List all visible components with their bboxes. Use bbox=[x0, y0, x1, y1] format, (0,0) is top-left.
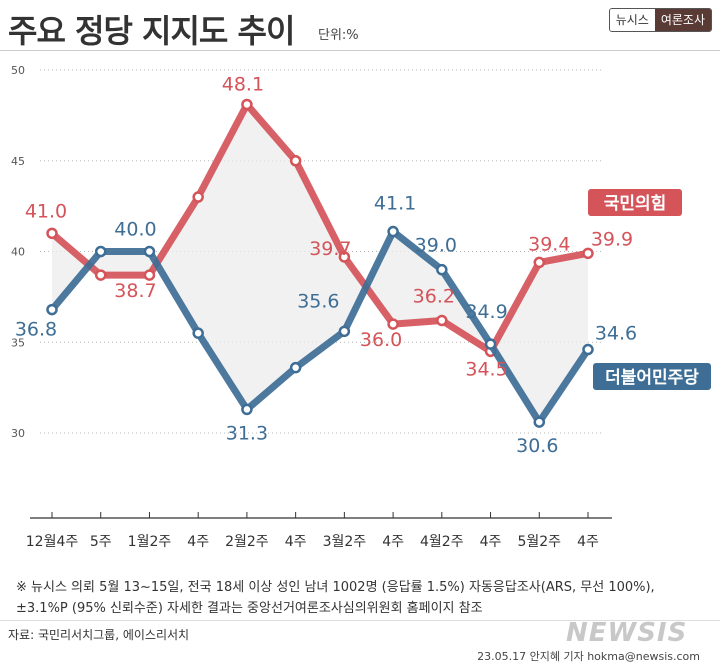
data-label-ppp: 39.9 bbox=[591, 228, 633, 250]
legend-ppp-text: 국민의힘 bbox=[604, 193, 667, 214]
data-point-dp bbox=[387, 225, 399, 238]
y-tick-label: 35 bbox=[11, 336, 25, 349]
data-point-ppp bbox=[338, 251, 351, 263]
data-label-dp: 40.0 bbox=[114, 219, 156, 241]
source-text: 자료: 국민리서치그룹, 에이스리서치 bbox=[8, 628, 190, 642]
x-tick-label: 5월2주 bbox=[517, 534, 561, 550]
data-point-ppp bbox=[192, 191, 204, 203]
x-tick-label: 5주 bbox=[90, 534, 112, 550]
data-label-ppp: 39.4 bbox=[528, 233, 570, 255]
data-point-dp bbox=[241, 403, 253, 416]
x-tick-label: 1월2주 bbox=[128, 534, 172, 550]
data-label-dp: 31.3 bbox=[226, 422, 268, 444]
data-point-dp bbox=[582, 343, 594, 356]
data-point-ppp bbox=[533, 256, 546, 269]
data-point-ppp bbox=[241, 98, 253, 111]
data-label-dp: 39.0 bbox=[415, 235, 457, 257]
data-label-dp: 36.8 bbox=[15, 319, 57, 341]
x-tick-label: 4주 bbox=[382, 534, 404, 550]
x-tick-label: 4주 bbox=[577, 534, 599, 550]
footer-divider bbox=[0, 620, 720, 621]
page-title: 주요 정당 지지도 추이 bbox=[8, 12, 295, 50]
y-tick-label: 50 bbox=[11, 64, 25, 77]
data-label-dp: 30.6 bbox=[516, 435, 558, 457]
newsis-watermark: NEWSIS bbox=[566, 618, 688, 648]
data-label-ppp: 38.7 bbox=[114, 280, 156, 302]
unit-label: 단위:% bbox=[318, 28, 359, 43]
data-point-ppp bbox=[289, 155, 302, 167]
data-point-ppp bbox=[143, 269, 156, 281]
data-point-dp bbox=[533, 416, 546, 428]
x-tick-label: 3월2주 bbox=[323, 534, 367, 550]
data-label-ppp: 39.7 bbox=[309, 238, 351, 260]
data-point-dp bbox=[436, 263, 448, 276]
legend-ppp-box bbox=[588, 189, 682, 216]
data-point-dp bbox=[143, 245, 156, 258]
data-label-dp: 34.9 bbox=[465, 301, 507, 323]
data-point-ppp bbox=[46, 227, 58, 240]
y-tick-label: 45 bbox=[11, 155, 25, 168]
x-tick-label: 4주 bbox=[285, 534, 307, 550]
footnote-line1: ※ 뉴시스 의뢰 5월 13~15일, 전국 18세 이상 성인 남녀 1002… bbox=[16, 580, 655, 595]
series-line-ppp bbox=[48, 100, 592, 355]
data-point-ppp bbox=[387, 318, 399, 330]
x-tick-label: 4주 bbox=[480, 534, 502, 550]
data-point-ppp bbox=[436, 314, 448, 327]
x-tick-label: 2월2주 bbox=[225, 534, 269, 550]
data-point-dp bbox=[46, 303, 58, 316]
x-tick-label: 4주 bbox=[187, 534, 209, 550]
brand-section: 여론조사 bbox=[654, 9, 711, 31]
brand-name: 뉴시스 bbox=[609, 9, 655, 31]
title-divider bbox=[0, 50, 720, 51]
data-point-dp bbox=[192, 327, 204, 339]
brand-badge: 뉴시스 여론조사 bbox=[608, 8, 712, 32]
legend-dp-text: 더불어민주당 bbox=[605, 368, 699, 388]
data-label-ppp: 41.0 bbox=[25, 200, 67, 222]
data-label-ppp: 36.0 bbox=[360, 329, 402, 351]
y-tick-label: 30 bbox=[11, 427, 25, 440]
data-point-dp bbox=[484, 338, 497, 350]
credit-text: 23.05.17 안지혜 기자 hokma@newsis.com bbox=[477, 650, 700, 663]
data-label-dp: 35.6 bbox=[297, 290, 339, 312]
x-tick-label: 4월2주 bbox=[420, 534, 464, 550]
data-point-dp bbox=[289, 361, 302, 374]
x-tick-label: 12월4주 bbox=[26, 534, 79, 550]
data-label-dp: 41.1 bbox=[374, 193, 416, 215]
area-between-series bbox=[52, 104, 588, 423]
y-tick-label: 40 bbox=[11, 246, 25, 259]
footnote-line2: ±3.1%P (95% 신뢰수준) 자세한 결과는 중앙선거여론조사심의위원회 … bbox=[16, 601, 483, 616]
data-point-ppp bbox=[94, 269, 107, 281]
data-label-ppp: 36.2 bbox=[413, 285, 455, 307]
data-label-ppp: 34.5 bbox=[465, 358, 507, 380]
data-label-dp: 34.6 bbox=[595, 323, 637, 345]
line-chart: 30 35 40 45 50 12월4주 5주 1월2주 4주 2월2주 4주 3월2주 4주 4월2주 4… bbox=[11, 64, 711, 550]
data-label-ppp: 48.1 bbox=[222, 73, 264, 95]
data-point-dp bbox=[94, 245, 107, 258]
series-line-dp bbox=[48, 228, 592, 426]
data-point-ppp bbox=[582, 247, 594, 260]
data-point-dp bbox=[338, 325, 351, 338]
legend-dp-box bbox=[593, 363, 711, 390]
